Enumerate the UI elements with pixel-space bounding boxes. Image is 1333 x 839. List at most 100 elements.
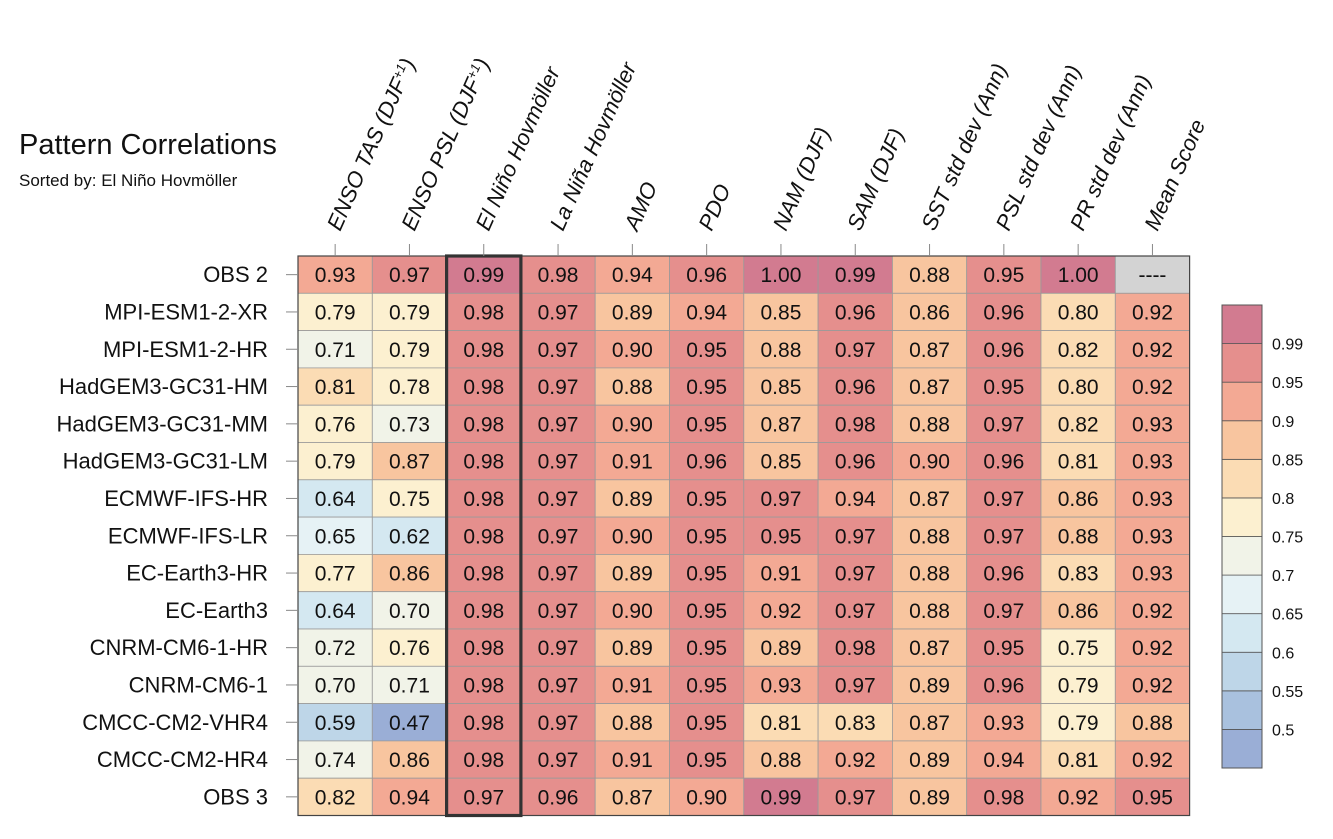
cell-value-label: 0.95	[686, 413, 727, 436]
heatmap-cell	[817, 591, 893, 630]
heatmap-cell	[669, 442, 745, 481]
cell-value-label: 0.88	[761, 749, 802, 772]
heatmap-cell	[446, 367, 522, 406]
cell-value-label: 0.91	[612, 451, 653, 474]
colorbar-segment	[1221, 651, 1263, 692]
cell-value-label: 0.75	[389, 488, 430, 511]
cell-value-label: 0.96	[538, 786, 579, 809]
cell-value-label: 0.92	[1132, 600, 1173, 623]
cell-value-label: 0.95	[983, 264, 1024, 287]
row-label-hadgem3-gc31-mm: HadGEM3-GC31-MM	[57, 411, 268, 436]
colorbar-segment	[1221, 381, 1263, 422]
heatmap-cell	[297, 255, 373, 294]
cell-value-label: 0.65	[315, 525, 356, 548]
cell-value-label: 0.86	[389, 749, 430, 772]
heatmap-cell	[297, 479, 373, 518]
heatmap-cell	[1040, 665, 1116, 704]
heatmap-cell	[743, 292, 819, 331]
cell-value-label: 0.98	[463, 339, 504, 362]
cell-value-label: 0.94	[983, 749, 1024, 772]
row-label-ecmwf-ifs-lr: ECMWF-IFS-LR	[108, 523, 268, 548]
heatmap-cell	[594, 404, 670, 443]
cell-value-label: 0.79	[315, 451, 356, 474]
heatmap-cell	[743, 442, 819, 481]
row-label-obs-2: OBS 2	[203, 262, 268, 287]
heatmap-cell	[1114, 330, 1191, 369]
cell-value-label: 0.98	[835, 637, 876, 660]
cell-value-label: 0.95	[686, 376, 727, 399]
cell-value-label: 0.79	[389, 301, 430, 324]
cell-value-label: 0.88	[1058, 525, 1099, 548]
heatmap-cell	[1040, 740, 1116, 779]
cell-value-label: 0.92	[1058, 786, 1099, 809]
heatmap-cell	[743, 777, 819, 816]
heatmap-cell	[966, 255, 1042, 294]
row-label-cnrm-cm6-1-hr: CNRM-CM6-1-HR	[90, 635, 268, 660]
cell-value-label: 0.94	[686, 301, 727, 324]
cell-value-label: 0.97	[389, 264, 430, 287]
cell-value-label: 0.98	[463, 525, 504, 548]
cell-value-label: 0.94	[612, 264, 653, 287]
heatmap-cell	[446, 665, 522, 704]
cell-value-label: 0.96	[835, 301, 876, 324]
heatmap-cell	[297, 516, 373, 555]
heatmap-cell	[1040, 777, 1116, 816]
cell-value-label: 0.80	[1058, 301, 1099, 324]
colorbar-segment	[1221, 613, 1263, 653]
cell-value-label: 0.96	[983, 563, 1024, 586]
colorbar-tick-label: 0.95	[1272, 375, 1303, 392]
cell-value-label: 0.94	[389, 786, 430, 809]
cell-value-label: 0.86	[1058, 488, 1099, 511]
cell-value-label: 0.81	[1058, 451, 1099, 474]
colorbar-frame	[1221, 304, 1263, 769]
cell-value-label: 0.97	[538, 712, 579, 735]
colorbar-tick-label: 0.5	[1272, 722, 1294, 739]
cell-value-label: 0.82	[1058, 413, 1099, 436]
heatmap-cell	[371, 628, 447, 667]
cell-value-label: 0.95	[686, 339, 727, 362]
heatmap-cell	[817, 292, 893, 331]
heatmap-cell	[297, 703, 373, 742]
cell-value-label: 0.98	[463, 413, 504, 436]
cell-value-label: 1.00	[761, 264, 802, 287]
heatmap-cell	[446, 479, 522, 518]
heatmap-cell	[594, 292, 670, 331]
cell-value-label: 0.97	[983, 413, 1024, 436]
cell-value-label: 0.95	[686, 563, 727, 586]
heatmap-cell	[966, 479, 1042, 518]
colorbar-segment	[1221, 574, 1263, 615]
cell-value-label: 0.95	[686, 600, 727, 623]
cell-value-label: 0.97	[538, 525, 579, 548]
chart-subtitle: Sorted by: El Niño Hovmöller	[19, 171, 238, 190]
heatmap-cell	[1114, 740, 1191, 779]
cell-value-label: 0.97	[538, 637, 579, 660]
heatmap-cell	[966, 628, 1042, 667]
cell-value-label: 0.85	[761, 301, 802, 324]
heatmap-cell	[1040, 479, 1116, 518]
cell-value-label: 0.96	[983, 451, 1024, 474]
cell-value-label: 0.95	[686, 488, 727, 511]
heatmap-cell	[1114, 367, 1191, 406]
cell-value-label: 0.75	[1058, 637, 1099, 660]
cell-value-label: 0.98	[463, 674, 504, 697]
heatmap-cell	[371, 292, 447, 331]
cell-value-label: 0.70	[389, 600, 430, 623]
cell-value-label: 0.87	[909, 376, 950, 399]
colorbar-segment	[1221, 304, 1263, 344]
heatmap-cell	[520, 740, 596, 779]
heatmap-cell	[669, 292, 745, 331]
heatmap-cell	[297, 628, 373, 667]
row-label-mpi-esm1-2-hr: MPI-ESM1-2-HR	[103, 337, 268, 362]
row-labels: OBS 2 MPI-ESM1-2-XR MPI-ESM1-2-HR HadGEM3-G…	[57, 262, 298, 809]
cell-value-label: 1.00	[1058, 264, 1099, 287]
heatmap-cell	[297, 367, 373, 406]
cell-value-label: 0.96	[835, 451, 876, 474]
cell-value-label: 0.93	[315, 264, 356, 287]
cell-value-label: 0.73	[389, 413, 430, 436]
heatmap-cell	[817, 628, 893, 667]
heatmap-cell	[297, 442, 373, 481]
colorbar: 0.5 0.55 0.6 0.65 0.7 0.75 0.8 0.85 0.9 0.95 0.99	[1221, 304, 1303, 769]
heatmap-cell	[520, 330, 596, 369]
heatmap-cell	[669, 404, 745, 443]
